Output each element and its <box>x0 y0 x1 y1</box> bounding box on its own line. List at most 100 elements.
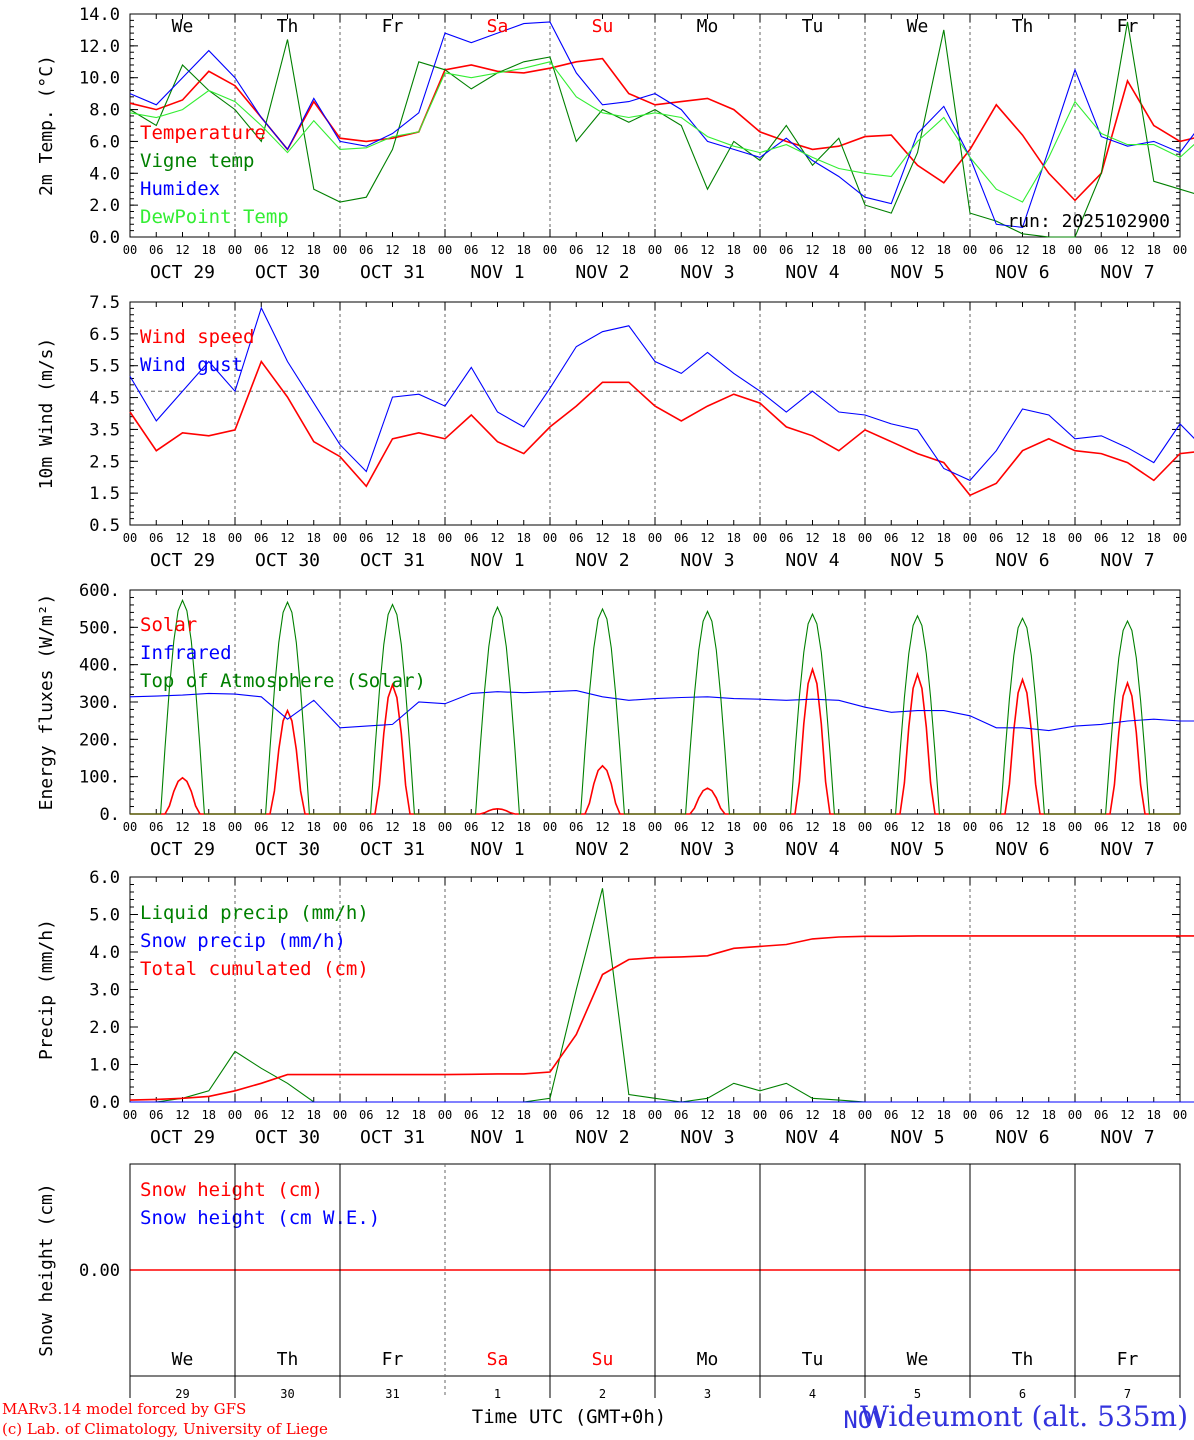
station-name: Wideumont (alt. 535m) <box>860 1400 1188 1433</box>
bottom-weekday-label: We <box>907 1349 929 1370</box>
wind-hour-label: 18 <box>832 531 846 545</box>
energy-hour-label: 00 <box>648 820 662 834</box>
energy-hour-label: 00 <box>228 820 242 834</box>
wind-frame <box>129 301 1181 526</box>
temp-hour-label: 06 <box>989 243 1003 257</box>
temp-date-label: NOV 1 <box>470 262 524 283</box>
energy-hour-label: 12 <box>910 820 924 834</box>
temp-ylabel: 2m Temp. (°C) <box>36 55 57 196</box>
precip-hour-label: 18 <box>412 1108 426 1122</box>
bottom-weekday-label: Th <box>1012 1349 1034 1370</box>
energy-hour-label: 18 <box>412 820 426 834</box>
energy-hour-label: 06 <box>779 820 793 834</box>
precip-ytick-label: 4.0 <box>89 943 120 963</box>
temp-hour-label: 18 <box>832 243 846 257</box>
temp-hour-label: 18 <box>307 243 321 257</box>
wind-hour-label: 18 <box>937 531 951 545</box>
temp-hour-label: 12 <box>280 243 294 257</box>
wind-hour-label: 00 <box>333 531 347 545</box>
temp-hour-label: 18 <box>727 243 741 257</box>
wind-hour-label: 00 <box>648 531 662 545</box>
temp-hour-label: 12 <box>175 243 189 257</box>
wind-hour-label: 12 <box>490 531 504 545</box>
precip-hour-label: 18 <box>202 1108 216 1122</box>
temp-hour-label: 12 <box>910 243 924 257</box>
wind-hour-label: 18 <box>1147 531 1161 545</box>
weekday-label: Tu <box>802 16 824 37</box>
precip-date-label: NOV 1 <box>470 1127 524 1148</box>
day-number-label: 31 <box>385 1387 399 1401</box>
precip-hour-label: 12 <box>595 1108 609 1122</box>
bottom-weekday-label: Fr <box>1117 1349 1139 1370</box>
wind-date-label: NOV 6 <box>995 550 1049 571</box>
precip-hour-label: 00 <box>648 1108 662 1122</box>
wind-legend-1: Wind gust <box>140 354 243 376</box>
energy-hour-label: 06 <box>1094 820 1108 834</box>
energy-date-label: NOV 2 <box>575 839 629 860</box>
temp-hour-label: 06 <box>1094 243 1108 257</box>
wind-date-label: NOV 4 <box>785 550 839 571</box>
temp-ytick-label: 10.0 <box>79 69 120 89</box>
precip-hour-label: 00 <box>438 1108 452 1122</box>
energy-date-label: NOV 3 <box>680 839 734 860</box>
temp-hour-label: 12 <box>1120 243 1134 257</box>
energy-hour-label: 18 <box>832 820 846 834</box>
wind-hour-label: 00 <box>963 531 977 545</box>
energy-hour-label: 18 <box>517 820 531 834</box>
weekday-label: Mo <box>697 16 719 37</box>
energy-hour-label: 00 <box>858 820 872 834</box>
precip-hour-label: 06 <box>989 1108 1003 1122</box>
temp-hour-label: 00 <box>1068 243 1082 257</box>
precip-hour-label: 18 <box>937 1108 951 1122</box>
temp-hour-label: 00 <box>648 243 662 257</box>
wind-hour-label: 00 <box>123 531 137 545</box>
energy-date-label: OCT 30 <box>255 839 320 860</box>
temp-hour-label: 12 <box>1015 243 1029 257</box>
temp-date-label: OCT 29 <box>150 262 215 283</box>
wind-ytick-label: 1.5 <box>89 484 120 504</box>
precip-hour-label: 12 <box>805 1108 819 1122</box>
wind-hour-label: 12 <box>1015 531 1029 545</box>
temp-hour-label: 00 <box>543 243 557 257</box>
precip-ytick-label: 6.0 <box>89 868 120 888</box>
precip-hour-label: 12 <box>1015 1108 1029 1122</box>
energy-date-label: NOV 5 <box>890 839 944 860</box>
energy-hour-label: 00 <box>438 820 452 834</box>
wind-ytick-label: 5.5 <box>89 357 120 377</box>
precip-date-label: NOV 4 <box>785 1127 839 1148</box>
temp-date-label: NOV 3 <box>680 262 734 283</box>
temp-date-label: NOV 4 <box>785 262 839 283</box>
weekday-label: Fr <box>1117 16 1139 37</box>
energy-hour-label: 00 <box>753 820 767 834</box>
precip-date-label: NOV 5 <box>890 1127 944 1148</box>
precip-hour-label: 00 <box>123 1108 137 1122</box>
energy-legend-2: Top of Atmosphere (Solar) <box>140 670 426 692</box>
precip-hour-label: 12 <box>1120 1108 1134 1122</box>
energy-hour-label: 18 <box>1042 820 1056 834</box>
precip-hour-label: 00 <box>963 1108 977 1122</box>
precip-date-label: OCT 29 <box>150 1127 215 1148</box>
energy-frame <box>129 589 1181 815</box>
temp-hour-label: 18 <box>412 243 426 257</box>
energy-hour-label: 18 <box>727 820 741 834</box>
precip-ylabel: Precip (mm/h) <box>36 919 57 1060</box>
energy-hour-label: 12 <box>700 820 714 834</box>
wind-date-label: OCT 31 <box>360 550 425 571</box>
precip-hour-label: 06 <box>1094 1108 1108 1122</box>
wind-hour-label: 12 <box>700 531 714 545</box>
precip-hour-label: 12 <box>700 1108 714 1122</box>
energy-hour-label: 06 <box>464 820 478 834</box>
energy-ytick-label: 200. <box>79 730 120 750</box>
wind-date-label: NOV 3 <box>680 550 734 571</box>
energy-hour-label: 18 <box>307 820 321 834</box>
wind-ytick-label: 3.5 <box>89 420 120 440</box>
temp-ytick-label: 2.0 <box>89 196 120 216</box>
precip-hour-label: 12 <box>490 1108 504 1122</box>
precip-hour-label: 18 <box>832 1108 846 1122</box>
precip-ytick-label: 5.0 <box>89 906 120 926</box>
precip-hour-label: 12 <box>385 1108 399 1122</box>
bottom-weekday-label: Fr <box>382 1349 404 1370</box>
energy-ytick-label: 100. <box>79 768 120 788</box>
wind-hour-label: 00 <box>438 531 452 545</box>
temp-series-humidex <box>129 21 1194 228</box>
